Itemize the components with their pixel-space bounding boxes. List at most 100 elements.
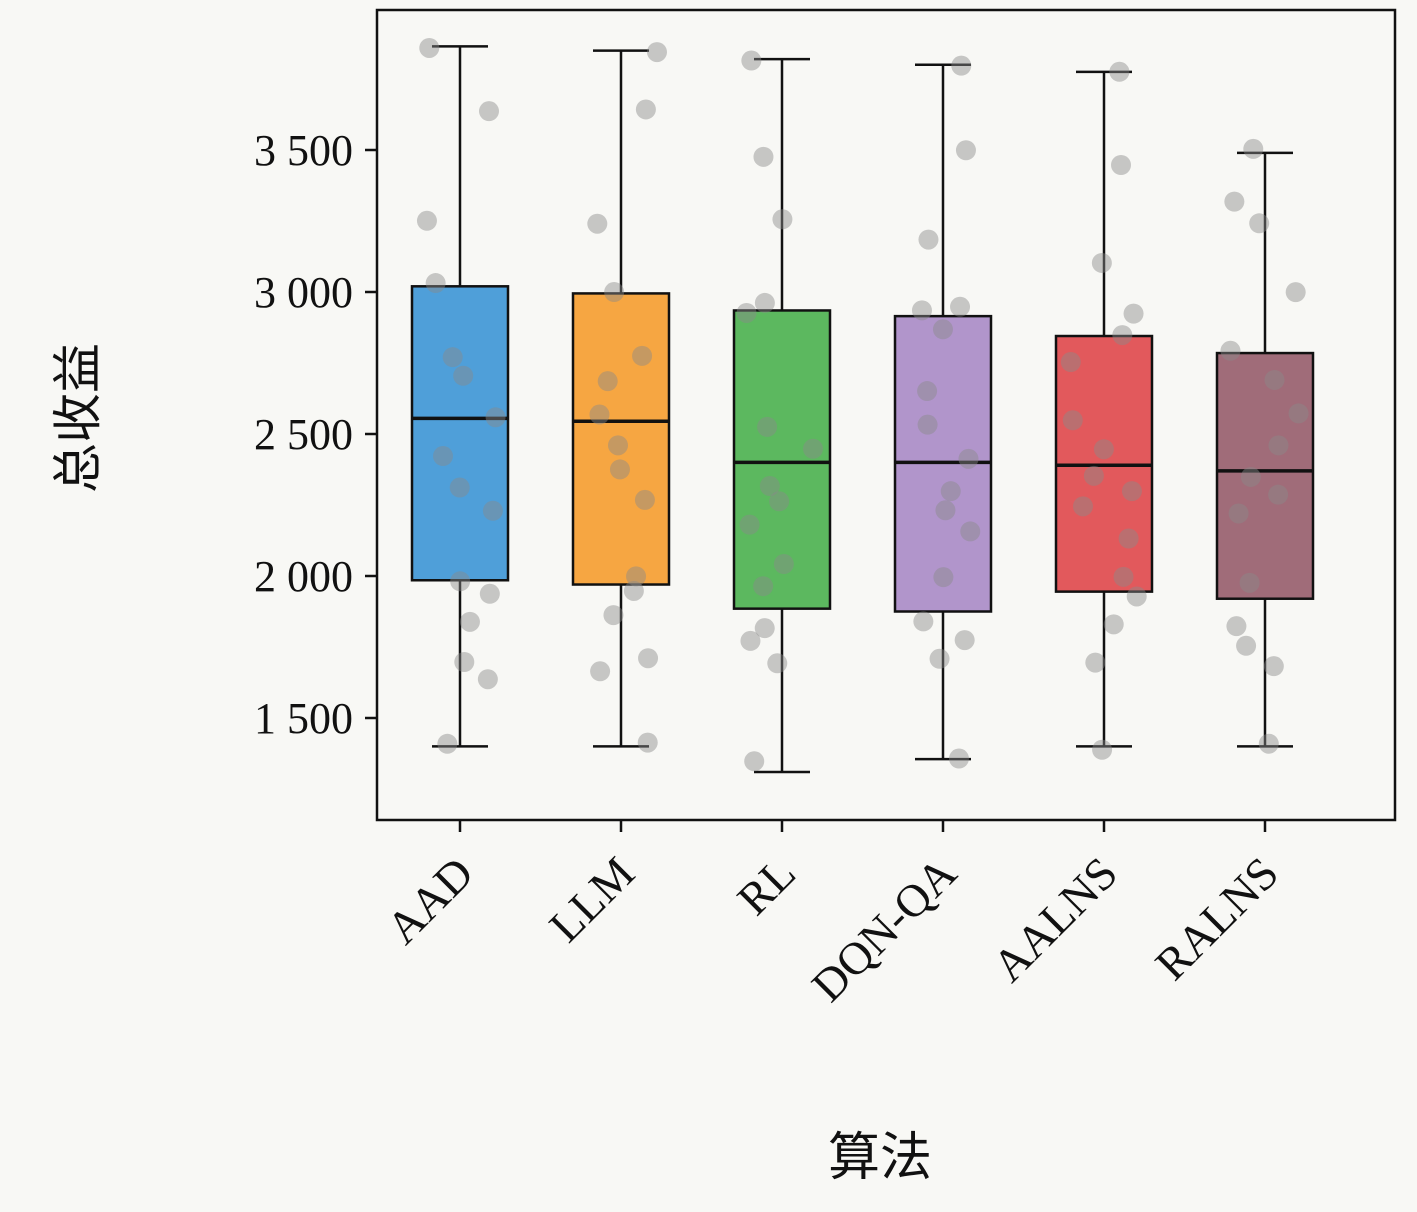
jitter-point xyxy=(948,748,969,769)
jitter-point xyxy=(437,733,458,754)
jitter-point xyxy=(933,567,954,588)
y-tick-label: 2 000 xyxy=(254,552,353,601)
y-tick-label: 2 500 xyxy=(254,410,353,459)
box-LLM xyxy=(571,292,671,586)
jitter-point xyxy=(454,652,475,673)
jitter-point xyxy=(1072,496,1093,517)
jitter-point xyxy=(482,500,503,521)
y-tick-label: 1 500 xyxy=(254,694,353,743)
jitter-point xyxy=(739,514,760,535)
jitter-point xyxy=(1126,586,1147,607)
jitter-point xyxy=(917,414,938,435)
jitter-point xyxy=(1060,352,1081,373)
jitter-point xyxy=(1062,410,1083,431)
jitter-point xyxy=(485,407,506,428)
jitter-point xyxy=(1083,465,1104,486)
jitter-point xyxy=(950,296,971,317)
jitter-point xyxy=(1288,403,1309,424)
jitter-point xyxy=(416,210,437,231)
jitter-point xyxy=(767,653,788,674)
jitter-points-layer xyxy=(416,37,1309,772)
jitter-point xyxy=(637,732,658,753)
jitter-point xyxy=(453,365,474,386)
jitter-point xyxy=(1263,656,1284,677)
jitter-point xyxy=(757,416,778,437)
jitter-point xyxy=(958,448,979,469)
jitter-point xyxy=(1121,481,1142,502)
jitter-point xyxy=(1091,252,1112,273)
jitter-point xyxy=(741,50,762,71)
jitter-point xyxy=(597,371,618,392)
plot-frame xyxy=(375,8,1397,822)
box-RALNS xyxy=(1215,351,1315,600)
y-tick-label: 3 000 xyxy=(254,268,353,317)
jitter-point xyxy=(1109,61,1130,82)
jitter-point xyxy=(759,476,780,497)
category-label-DQN-QA: DQN-QA xyxy=(802,847,966,1011)
jitter-point xyxy=(646,42,667,63)
whiskers-layer xyxy=(432,45,1293,774)
jitter-point xyxy=(1240,466,1261,487)
jitter-point xyxy=(479,101,500,122)
jitter-point xyxy=(477,669,498,690)
jitter-point xyxy=(459,611,480,632)
jitter-point xyxy=(1243,138,1264,159)
jitter-point xyxy=(1118,528,1139,549)
jitter-point xyxy=(736,302,757,323)
jitter-point xyxy=(604,282,625,303)
y-tick-label: 3 500 xyxy=(254,126,353,175)
jitter-point xyxy=(442,347,463,368)
jitter-point xyxy=(1123,303,1144,324)
jitter-point xyxy=(1249,213,1270,234)
box-AAD xyxy=(410,285,510,582)
jitter-point xyxy=(1285,282,1306,303)
jitter-point xyxy=(419,37,440,58)
jitter-point xyxy=(954,630,975,651)
category-label-LLM: LLM xyxy=(539,847,644,952)
jitter-point xyxy=(632,345,653,366)
category-label-AALNS: AALNS xyxy=(983,847,1127,991)
jitter-point xyxy=(433,446,454,467)
jitter-point xyxy=(635,99,656,120)
jitter-point xyxy=(769,491,790,512)
jitter-point xyxy=(634,489,655,510)
jitter-point xyxy=(754,292,775,313)
x-axis-label: 算法 xyxy=(828,1130,932,1187)
jitter-point xyxy=(1085,652,1106,673)
jitter-point xyxy=(1112,325,1133,346)
jitter-point xyxy=(587,213,608,234)
box-RL xyxy=(732,309,832,610)
jitter-point xyxy=(603,605,624,626)
jitter-point xyxy=(1268,484,1289,505)
jitter-point xyxy=(932,319,953,340)
jitter-point xyxy=(623,580,644,601)
jitter-point xyxy=(1239,572,1260,593)
category-label-RALNS: RALNS xyxy=(1145,847,1288,990)
jitter-point xyxy=(609,459,630,480)
frame-layer xyxy=(375,8,1397,822)
jitter-point xyxy=(744,751,765,772)
jitter-point xyxy=(1103,614,1124,635)
jitter-point xyxy=(1264,369,1285,390)
jitter-point xyxy=(940,481,961,502)
jitter-point xyxy=(1228,503,1249,524)
jitter-point xyxy=(590,661,611,682)
jitter-point xyxy=(1092,739,1113,760)
jitter-point xyxy=(918,229,939,250)
category-label-AAD: AAD xyxy=(377,847,484,954)
jitter-point xyxy=(425,273,446,294)
jitter-point xyxy=(1268,435,1289,456)
jitter-point xyxy=(772,209,793,230)
jitter-point xyxy=(754,618,775,639)
jitter-point xyxy=(1093,439,1114,460)
jitter-point xyxy=(1220,340,1241,361)
jitter-point xyxy=(935,500,956,521)
jitter-point xyxy=(802,438,823,459)
jitter-point xyxy=(1258,733,1279,754)
jitter-point xyxy=(1224,191,1245,212)
jitter-point xyxy=(1236,635,1257,656)
jitter-point xyxy=(449,477,470,498)
jitter-point xyxy=(753,146,774,167)
